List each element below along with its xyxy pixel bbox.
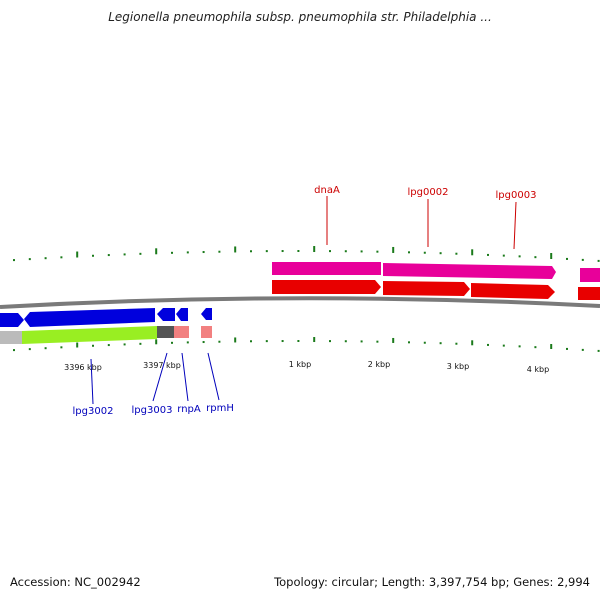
forward-labels: dnaA lpg0002 lpg0003 xyxy=(314,185,537,250)
accession-info: Accession: NC_002942 xyxy=(10,575,141,589)
tick-row-upper xyxy=(13,246,600,262)
scale-label-4-kbp: 4 kbp xyxy=(527,365,549,374)
scale-label-2-kbp: 2 kbp xyxy=(368,360,390,369)
label-line-rpmH xyxy=(207,352,220,401)
reverse-labels: lpg3002 lpg3003 rnpA rpmH xyxy=(73,352,234,417)
label-lpg3003[interactable]: lpg3003 xyxy=(132,405,173,416)
label-lpg3002[interactable]: lpg3002 xyxy=(73,406,114,417)
reverse-gene-track xyxy=(0,308,212,327)
gene-partial-left[interactable] xyxy=(0,313,24,327)
reverse-cds-track xyxy=(0,326,212,344)
length-label: Length: xyxy=(381,575,426,589)
scale-label-3-kbp: 3 kbp xyxy=(447,362,469,371)
accession-value: NC_002942 xyxy=(74,575,141,589)
cds-lpg3002[interactable] xyxy=(22,326,157,344)
gene-lpg0002[interactable] xyxy=(383,263,556,279)
cds-rnpA[interactable] xyxy=(174,326,189,338)
cds-lpg3003[interactable] xyxy=(157,326,174,338)
label-dnaA[interactable]: dnaA xyxy=(314,185,340,196)
accession-label: Accession: xyxy=(10,575,71,589)
gene-dnaA[interactable] xyxy=(272,262,381,275)
genome-summary: Topology: circular; Length: 3,397,754 bp… xyxy=(274,575,590,589)
gene-partial-right[interactable] xyxy=(580,268,600,282)
cds-partial-right[interactable] xyxy=(578,287,600,300)
cds-rpmH[interactable] xyxy=(201,326,212,338)
label-line-lpg3003 xyxy=(152,352,168,402)
gene-rpmH[interactable] xyxy=(201,308,212,320)
cds-lpg0002[interactable] xyxy=(383,281,470,296)
gene-lpg3002[interactable] xyxy=(24,308,155,327)
cds-dnaA[interactable] xyxy=(272,280,381,294)
gene-rnpA[interactable] xyxy=(176,308,188,321)
tick-row-lower xyxy=(13,337,600,352)
gene-lpg3003[interactable] xyxy=(157,308,175,321)
genes-value: 2,994 xyxy=(557,575,590,589)
label-lpg0003[interactable]: lpg0003 xyxy=(496,190,537,201)
label-line-lpg0003 xyxy=(513,201,517,250)
forward-gene-track xyxy=(272,262,600,282)
label-rpmH[interactable]: rpmH xyxy=(206,403,234,414)
genes-label: Genes: xyxy=(513,575,554,589)
scale-label-3397-kbp: 3397 kbp xyxy=(143,361,181,370)
topology-value: circular xyxy=(331,575,375,589)
forward-cds-track xyxy=(272,280,600,300)
genome-backbone xyxy=(0,296,600,309)
scale-labels: 3396 kbp 3397 kbp 1 kbp 2 kbp 3 kbp 4 kb… xyxy=(64,360,549,374)
scale-label-1-kbp: 1 kbp xyxy=(289,360,311,369)
scale-label-3396-kbp: 3396 kbp xyxy=(64,363,102,372)
topology-label: Topology: xyxy=(274,575,328,589)
cds-partial-left[interactable] xyxy=(0,331,22,344)
label-line-lpg3002 xyxy=(90,358,94,405)
label-lpg0002[interactable]: lpg0002 xyxy=(408,187,449,198)
cds-lpg0003[interactable] xyxy=(471,283,555,299)
map-title: Legionella pneumophila subsp. pneumophil… xyxy=(108,10,492,24)
label-rnpA[interactable]: rnpA xyxy=(177,404,201,415)
length-value: 3,397,754 bp xyxy=(428,575,506,589)
label-line-rnpA xyxy=(181,352,189,402)
